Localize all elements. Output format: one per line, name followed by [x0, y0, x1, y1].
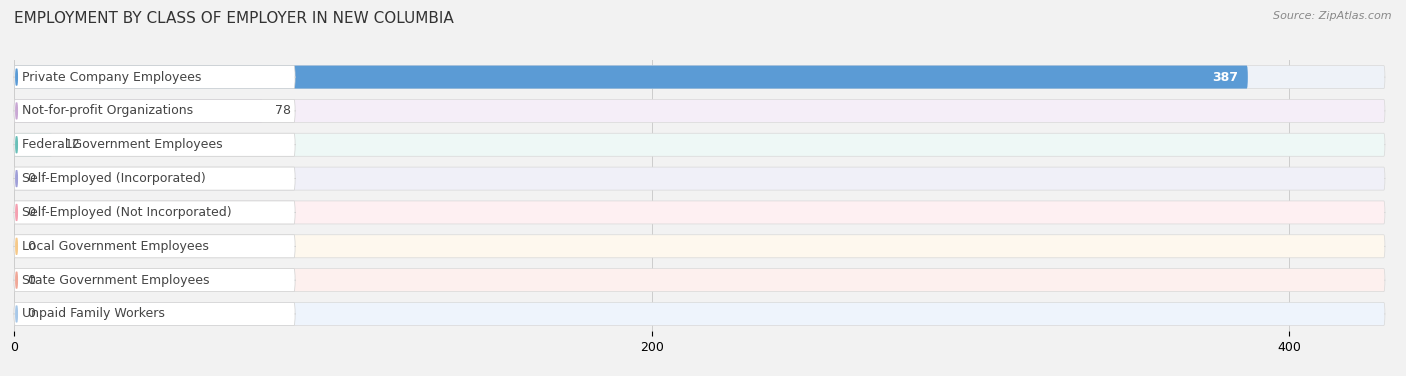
- FancyBboxPatch shape: [14, 268, 295, 292]
- FancyBboxPatch shape: [14, 99, 263, 123]
- Text: 0: 0: [27, 240, 35, 253]
- FancyBboxPatch shape: [14, 99, 295, 123]
- Text: State Government Employees: State Government Employees: [22, 274, 209, 287]
- Circle shape: [15, 204, 17, 221]
- Text: 0: 0: [27, 172, 35, 185]
- Text: Local Government Employees: Local Government Employees: [22, 240, 209, 253]
- FancyBboxPatch shape: [14, 133, 1385, 156]
- Text: Self-Employed (Not Incorporated): Self-Employed (Not Incorporated): [22, 206, 232, 219]
- Text: 12: 12: [65, 138, 80, 151]
- Circle shape: [15, 69, 17, 85]
- Text: EMPLOYMENT BY CLASS OF EMPLOYER IN NEW COLUMBIA: EMPLOYMENT BY CLASS OF EMPLOYER IN NEW C…: [14, 11, 454, 26]
- FancyBboxPatch shape: [14, 302, 295, 326]
- FancyBboxPatch shape: [14, 201, 295, 224]
- FancyBboxPatch shape: [14, 302, 1385, 326]
- Text: Private Company Employees: Private Company Employees: [22, 71, 201, 83]
- Circle shape: [15, 306, 17, 322]
- FancyBboxPatch shape: [14, 235, 295, 258]
- FancyBboxPatch shape: [14, 167, 295, 190]
- Text: 0: 0: [27, 308, 35, 320]
- Text: Federal Government Employees: Federal Government Employees: [22, 138, 224, 151]
- Text: 387: 387: [1212, 71, 1239, 83]
- Text: Source: ZipAtlas.com: Source: ZipAtlas.com: [1274, 11, 1392, 21]
- FancyBboxPatch shape: [14, 99, 1385, 123]
- Text: Unpaid Family Workers: Unpaid Family Workers: [22, 308, 165, 320]
- Circle shape: [15, 103, 17, 119]
- FancyBboxPatch shape: [14, 201, 1385, 224]
- Circle shape: [15, 170, 17, 187]
- Circle shape: [15, 272, 17, 288]
- FancyBboxPatch shape: [14, 133, 295, 156]
- FancyBboxPatch shape: [14, 268, 1385, 292]
- FancyBboxPatch shape: [14, 167, 1385, 190]
- Text: 0: 0: [27, 206, 35, 219]
- Text: Not-for-profit Organizations: Not-for-profit Organizations: [22, 105, 194, 117]
- Text: 0: 0: [27, 274, 35, 287]
- FancyBboxPatch shape: [14, 65, 295, 89]
- FancyBboxPatch shape: [14, 133, 52, 156]
- FancyBboxPatch shape: [14, 235, 1385, 258]
- FancyBboxPatch shape: [14, 65, 1249, 89]
- Circle shape: [15, 238, 17, 255]
- Text: Self-Employed (Incorporated): Self-Employed (Incorporated): [22, 172, 207, 185]
- FancyBboxPatch shape: [14, 65, 1385, 89]
- Text: 78: 78: [276, 105, 291, 117]
- Circle shape: [15, 136, 17, 153]
